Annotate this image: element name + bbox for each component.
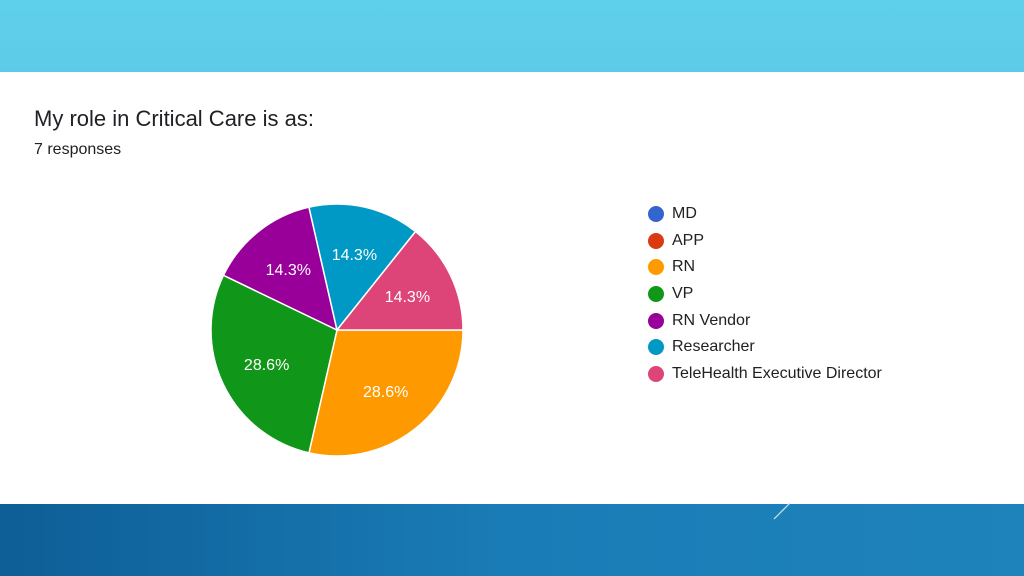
bottom-banner xyxy=(0,504,1024,576)
legend-swatch-rn xyxy=(648,259,664,276)
legend-swatch-app xyxy=(648,232,664,249)
legend-item-researcher[interactable]: Researcher xyxy=(648,334,882,361)
slash-decoration xyxy=(773,502,791,520)
pie-label-researcher: 14.3% xyxy=(332,247,377,264)
legend-label-vp: VP xyxy=(672,285,694,303)
pie-slice-rn[interactable] xyxy=(308,329,464,457)
legend-label-telehealth-executive-director: TeleHealth Executive Director xyxy=(672,364,882,382)
chart-title: My role in Critical Care is as: xyxy=(34,106,314,131)
response-count: 7 responses xyxy=(34,141,122,158)
legend-label-app: APP xyxy=(672,231,705,249)
legend-item-rn[interactable]: RN xyxy=(648,254,882,281)
legend-swatch-researcher xyxy=(648,339,664,356)
pie-slice-rn-vendor[interactable] xyxy=(222,206,339,332)
pie-slice-telehealth-executive-director[interactable] xyxy=(335,230,464,331)
legend-label-rn-vendor: RN Vendor xyxy=(672,311,751,329)
legend-label-researcher: Researcher xyxy=(672,338,755,356)
pie-label-rn-vendor: 14.3% xyxy=(266,262,311,279)
legend-swatch-telehealth-executive-director xyxy=(648,365,664,382)
legend-item-md[interactable]: MD xyxy=(648,201,882,228)
legend-item-rn-vendor[interactable]: RN Vendor xyxy=(648,307,882,334)
chart-legend: MD APP RN VP RN Vendor Researcher TeleHealth E… xyxy=(648,201,882,387)
legend-swatch-rn-vendor xyxy=(648,312,664,329)
legend-swatch-md xyxy=(648,206,664,223)
legend-item-telehealth-executive-director[interactable]: TeleHealth Executive Director xyxy=(648,361,882,388)
pie-label-vp: 28.6% xyxy=(244,357,289,374)
pie-label-rn: 28.6% xyxy=(363,384,408,401)
pie-slice-vp[interactable] xyxy=(210,274,338,454)
pie-label-telehealth-executive-director: 14.3% xyxy=(385,289,430,306)
legend-item-app[interactable]: APP xyxy=(648,228,882,255)
legend-label-rn: RN xyxy=(672,258,696,276)
pie-slice-researcher[interactable] xyxy=(308,203,417,332)
legend-swatch-vp xyxy=(648,286,664,303)
legend-label-md: MD xyxy=(672,205,697,223)
top-banner xyxy=(0,0,1024,72)
legend-item-vp[interactable]: VP xyxy=(648,281,882,308)
